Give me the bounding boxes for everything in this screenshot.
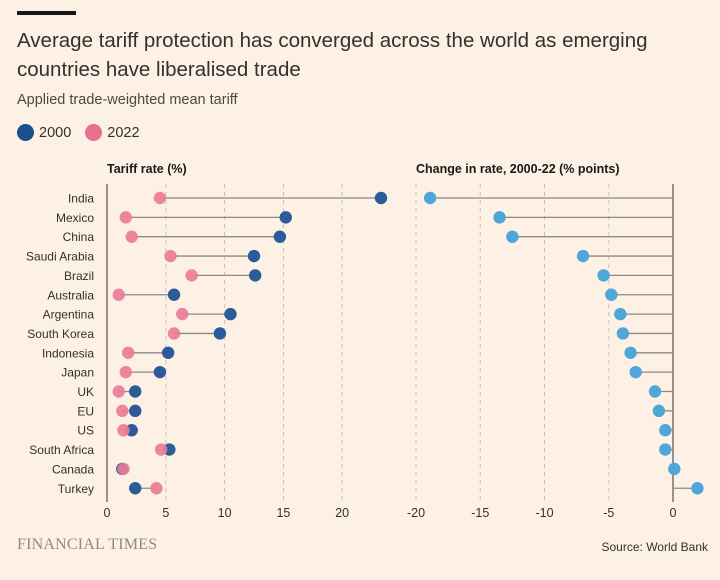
point-2022: [119, 365, 133, 379]
category-label: EU: [77, 404, 94, 418]
left-panel-title: Tariff rate (%): [107, 162, 187, 176]
change-point: [659, 424, 672, 437]
point-2022: [167, 327, 181, 340]
chart-subtitle: Applied trade-weighted mean tariff: [17, 92, 238, 108]
left-tick-label: 10: [218, 506, 232, 520]
change-point: [576, 249, 590, 263]
source-note: Source: World Bank: [601, 540, 709, 554]
left-tick-label: 5: [162, 506, 169, 520]
change-point: [616, 327, 630, 340]
point-2022: [119, 211, 133, 224]
point-2022: [164, 249, 177, 263]
point-2000: [248, 269, 262, 282]
right-tick-label: 0: [670, 506, 677, 520]
point-2000: [129, 404, 142, 418]
category-label: US: [77, 424, 94, 438]
category-label: Brazil: [64, 269, 94, 283]
point-2022: [117, 424, 130, 437]
change-point: [614, 307, 627, 321]
point-2000: [129, 482, 142, 495]
point-2022: [154, 443, 168, 456]
point-2022: [176, 307, 189, 321]
point-2022: [150, 482, 163, 495]
point-2000: [224, 307, 237, 321]
left-tick-label: 20: [335, 506, 349, 520]
legend-item-2022: 2022: [85, 124, 140, 141]
right-tick-label: -20: [407, 506, 425, 520]
right-panel-title: Change in rate, 2000-22 (% points): [416, 162, 620, 176]
point-2022: [185, 269, 198, 282]
category-label: Canada: [52, 462, 94, 476]
change-point: [648, 385, 662, 398]
category-label: Japan: [61, 366, 94, 380]
change-point: [668, 462, 681, 476]
category-label: Indonesia: [42, 346, 94, 360]
point-2000: [273, 230, 287, 243]
point-2000: [279, 211, 292, 224]
legend: 2000 2022: [17, 124, 154, 141]
point-2000: [129, 385, 142, 398]
change-point: [506, 230, 519, 243]
point-2022: [125, 230, 138, 243]
point-2000: [374, 191, 388, 205]
right-tick-label: -5: [603, 506, 614, 520]
point-2000: [213, 327, 227, 340]
category-label: UK: [77, 385, 94, 399]
category-label: India: [68, 192, 94, 206]
legend-label-2022: 2022: [107, 124, 140, 141]
legend-swatch-2000: [17, 124, 34, 141]
category-label: Australia: [47, 288, 94, 302]
ft-logo: FINANCIAL TIMES: [17, 536, 158, 553]
change-point: [624, 346, 637, 359]
point-2000: [167, 288, 181, 301]
point-2000: [161, 346, 175, 359]
point-2000: [153, 365, 167, 379]
category-label: Argentina: [43, 308, 95, 322]
right-tick-label: -15: [471, 506, 489, 520]
legend-label-2000: 2000: [39, 124, 72, 141]
point-2022: [116, 404, 129, 418]
category-label: South Korea: [27, 327, 94, 341]
point-2022: [153, 191, 167, 205]
change-point: [629, 365, 642, 379]
change-point: [605, 288, 618, 301]
category-label: China: [63, 230, 95, 244]
category-label: South Africa: [29, 443, 94, 457]
change-point: [652, 404, 666, 418]
left-tick-label: 15: [276, 506, 290, 520]
change-point: [597, 269, 610, 282]
change-point: [691, 482, 704, 495]
category-label: Saudi Arabia: [26, 250, 94, 264]
change-point: [493, 211, 506, 224]
point-2000: [247, 249, 261, 263]
legend-item-2000: 2000: [17, 124, 71, 141]
category-label: Mexico: [56, 211, 94, 225]
right-tick-label: -10: [535, 506, 553, 520]
chart-title: Average tariff protection has converged …: [17, 29, 648, 81]
point-2022: [117, 462, 130, 476]
point-2022: [121, 346, 135, 359]
point-2022: [112, 288, 125, 301]
category-label: Turkey: [58, 482, 94, 496]
left-tick-label: 0: [104, 506, 111, 520]
change-point: [423, 191, 437, 205]
top-rule: [17, 11, 76, 15]
point-2022: [112, 385, 125, 398]
legend-swatch-2022: [85, 124, 103, 141]
change-point: [659, 443, 672, 456]
